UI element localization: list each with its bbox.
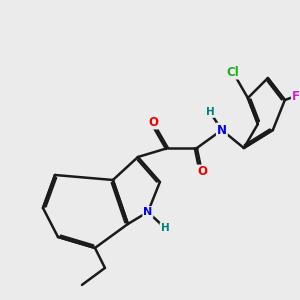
- Text: F: F: [292, 89, 300, 103]
- Text: N: N: [217, 124, 227, 136]
- Text: N: N: [143, 207, 152, 217]
- Text: O: O: [148, 116, 158, 128]
- Text: H: H: [206, 107, 214, 117]
- Text: O: O: [197, 166, 207, 178]
- Text: Cl: Cl: [226, 65, 239, 79]
- Text: H: H: [160, 223, 169, 233]
